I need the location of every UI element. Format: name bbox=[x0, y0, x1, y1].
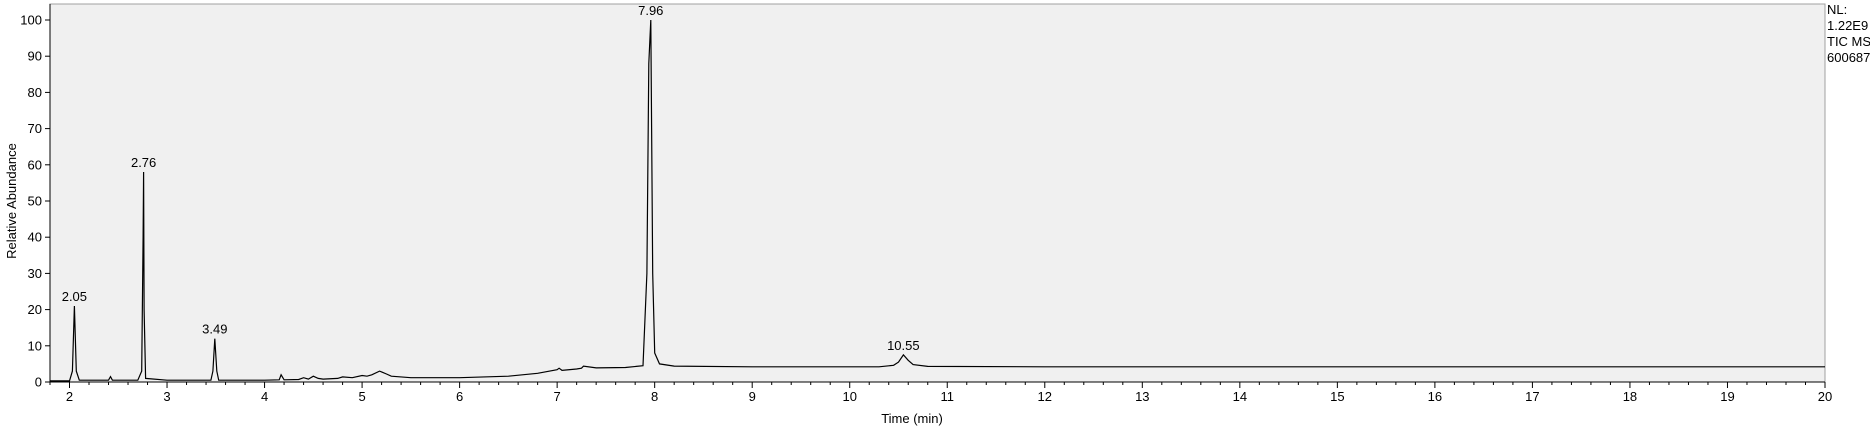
info-line-nl: NL: bbox=[1827, 2, 1847, 17]
x-axis-title: Time (min) bbox=[881, 411, 943, 426]
y-tick-label: 60 bbox=[28, 157, 42, 172]
y-axis-title: Relative Abundance bbox=[4, 143, 19, 259]
x-tick-label: 8 bbox=[651, 389, 658, 404]
y-tick-label: 10 bbox=[28, 338, 42, 353]
tic-trace-line bbox=[50, 19, 1825, 382]
y-tick-label: 70 bbox=[28, 121, 42, 136]
plot-area bbox=[49, 3, 1826, 383]
y-tick-label: 80 bbox=[28, 85, 42, 100]
x-tick-label: 2 bbox=[66, 389, 73, 404]
x-tick-label: 3 bbox=[163, 389, 170, 404]
x-tick-label: 11 bbox=[941, 389, 955, 404]
y-tick-label: 40 bbox=[28, 230, 42, 245]
x-tick-label: 9 bbox=[749, 389, 756, 404]
y-axis: 0 10 20 30 40 50 60 70 80 90 100 bbox=[20, 4, 51, 390]
x-tick-label: 4 bbox=[261, 389, 268, 404]
x-tick-label: 18 bbox=[1623, 389, 1637, 404]
x-tick-label: 14 bbox=[1233, 389, 1247, 404]
x-axis: 2 3 4 5 6 7 8 9 10 11 12 13 14 15 16 17 18 19 20 bbox=[49, 381, 1832, 404]
x-tick-label: 19 bbox=[1720, 389, 1734, 404]
x-tick-label: 7 bbox=[554, 389, 561, 404]
y-tick-label: 50 bbox=[28, 194, 42, 209]
x-tick-label: 16 bbox=[1428, 389, 1442, 404]
y-tick-label: 20 bbox=[28, 302, 42, 317]
peak-labels: 2.05 2.76 3.49 7.96 10.55 bbox=[62, 3, 920, 353]
info-line-scan: TIC MS bbox=[1827, 34, 1870, 49]
peak-label: 3.49 bbox=[202, 322, 227, 337]
y-tick-label: 100 bbox=[20, 13, 42, 28]
y-tick-label: 90 bbox=[28, 49, 42, 64]
x-tick-label: 5 bbox=[358, 389, 365, 404]
x-tick-label: 6 bbox=[456, 389, 463, 404]
x-tick-label: 12 bbox=[1038, 389, 1052, 404]
info-block: NL: 1.22E9 TIC MS 600687 bbox=[1827, 2, 1870, 65]
y-tick-label: 30 bbox=[28, 266, 42, 281]
y-tick-label: 0 bbox=[35, 375, 42, 390]
info-line-id: 600687 bbox=[1827, 50, 1870, 65]
x-tick-label: 13 bbox=[1135, 389, 1149, 404]
peak-label: 2.76 bbox=[131, 155, 156, 170]
peak-label: 10.55 bbox=[887, 338, 920, 353]
info-line-value: 1.22E9 bbox=[1827, 18, 1868, 33]
x-tick-label: 17 bbox=[1525, 389, 1539, 404]
peak-label: 2.05 bbox=[62, 289, 87, 304]
peak-label: 7.96 bbox=[638, 3, 663, 18]
x-tick-label: 20 bbox=[1818, 389, 1832, 404]
x-tick-label: 10 bbox=[842, 389, 856, 404]
x-tick-label: 15 bbox=[1330, 389, 1344, 404]
